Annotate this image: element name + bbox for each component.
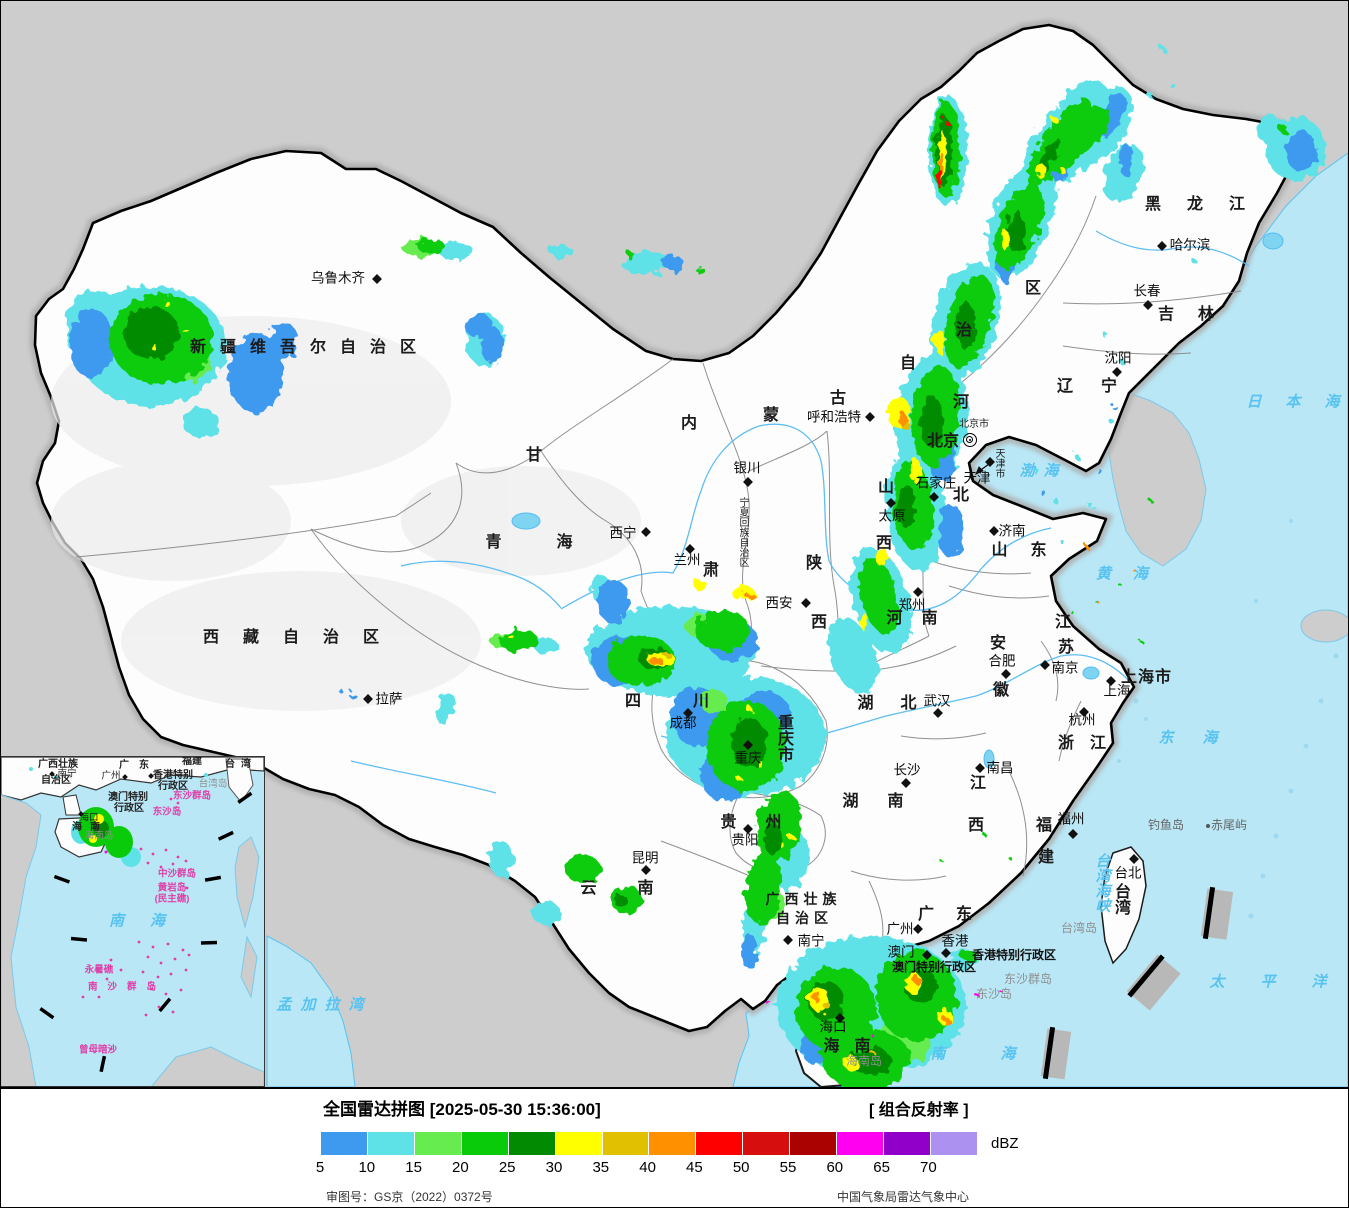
dbz-value: 60 — [826, 1159, 844, 1176]
taiwan-island — [1100, 846, 1147, 965]
colorbar-segment — [555, 1132, 603, 1155]
dbz-colorbar — [321, 1132, 977, 1155]
colorbar-segment — [602, 1132, 650, 1155]
dbz-value: 25 — [498, 1159, 516, 1176]
inset-radar-echo — [29, 767, 208, 867]
dbz-value: 15 — [405, 1159, 422, 1176]
colorbar-segment — [461, 1132, 509, 1155]
product-label: [ 组合反射率 ] — [869, 1102, 969, 1119]
dbz-value: 10 — [358, 1159, 376, 1176]
colorbar-segment — [790, 1132, 838, 1155]
dbz-value: 70 — [920, 1159, 937, 1176]
agency-credit: 中国气象局雷达气象中心 — [837, 1190, 970, 1204]
dbz-value: 45 — [686, 1159, 703, 1176]
inset-graphic — [1, 757, 264, 1086]
lakes — [511, 232, 1284, 769]
small-islands — [1117, 519, 1339, 919]
sea-layer — [266, 152, 1348, 1087]
scatter-specks — [939, 499, 1173, 863]
colorbar-segment — [649, 1132, 697, 1155]
colorbar-segment — [884, 1132, 931, 1155]
colorbar-segment — [321, 1132, 368, 1155]
dbz-unit-label: dBZ — [991, 1135, 1019, 1152]
dbz-value: 50 — [732, 1159, 750, 1176]
province-borders — [75, 195, 1242, 947]
radar-echoes-layer — [66, 46, 1326, 1087]
nine-dash-line — [39, 791, 253, 1073]
colorbar-segment — [743, 1132, 791, 1155]
colorbar-segment — [930, 1132, 977, 1155]
china-radar-map: 新疆维吾尔自治区 西藏自治区 青海甘肃内蒙古自治区黑龙江 吉林 辽宁河北山西山东 河南江苏… — [1, 1, 1348, 1089]
colorbar-segment — [414, 1132, 462, 1155]
inset-island-dots — [81, 797, 191, 1051]
map-title: 全国雷达拼图 [2025-05-30 15:36:00] — [323, 1100, 601, 1119]
dbz-value: 30 — [545, 1159, 563, 1176]
dbz-value: 35 — [592, 1159, 610, 1176]
colorbar-segment — [696, 1132, 744, 1155]
dbz-value: 5 — [315, 1159, 325, 1176]
map-approval-number: 审图号：GS京（2022）0372号 — [326, 1190, 493, 1204]
dbz-value: 55 — [779, 1159, 797, 1176]
map-graphic — [1, 1, 1348, 1087]
colorbar-segment — [837, 1132, 885, 1155]
dbz-value: 20 — [452, 1159, 469, 1176]
legend-panel: 全国雷达拼图 [2025-05-30 15:36:00] [ 组合反射率 ] d… — [1, 1089, 1348, 1207]
dbz-value: 65 — [873, 1159, 890, 1176]
maritime-boundary-dashes — [1040, 886, 1234, 1080]
colorbar-segment — [508, 1132, 556, 1155]
colorbar-segment — [367, 1132, 415, 1155]
dbz-value: 40 — [639, 1159, 656, 1176]
south-china-sea-inset: 广西壮族 自治区 南宁 广东 广州 香港特别 行政区 澳门特别 行政区 台湾 福建 台湾岛 东沙群岛 东沙… — [1, 756, 265, 1087]
